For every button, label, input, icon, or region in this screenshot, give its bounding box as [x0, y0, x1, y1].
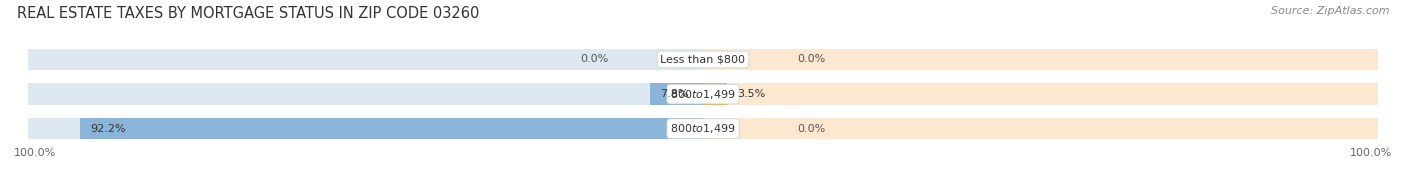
Text: 0.0%: 0.0%: [797, 54, 825, 64]
Bar: [703, 83, 727, 105]
Text: 7.8%: 7.8%: [661, 89, 689, 99]
Bar: [651, 83, 703, 105]
Legend: Without Mortgage, With Mortgage: Without Mortgage, With Mortgage: [588, 193, 818, 196]
Text: 0.0%: 0.0%: [797, 124, 825, 134]
Text: 3.5%: 3.5%: [737, 89, 765, 99]
Bar: [80, 118, 703, 139]
Bar: [703, 83, 1378, 105]
Text: 92.2%: 92.2%: [90, 124, 127, 134]
Bar: [703, 118, 1378, 139]
Text: 0.0%: 0.0%: [581, 54, 609, 64]
Bar: [28, 49, 703, 70]
Bar: [703, 49, 1378, 70]
Text: 100.0%: 100.0%: [1350, 148, 1392, 158]
Text: Source: ZipAtlas.com: Source: ZipAtlas.com: [1271, 6, 1389, 16]
Bar: [28, 83, 703, 105]
Text: $800 to $1,499: $800 to $1,499: [671, 88, 735, 101]
Text: REAL ESTATE TAXES BY MORTGAGE STATUS IN ZIP CODE 03260: REAL ESTATE TAXES BY MORTGAGE STATUS IN …: [17, 6, 479, 21]
Text: $800 to $1,499: $800 to $1,499: [671, 122, 735, 135]
Text: Less than $800: Less than $800: [661, 54, 745, 64]
Text: 100.0%: 100.0%: [14, 148, 56, 158]
Bar: [28, 118, 703, 139]
